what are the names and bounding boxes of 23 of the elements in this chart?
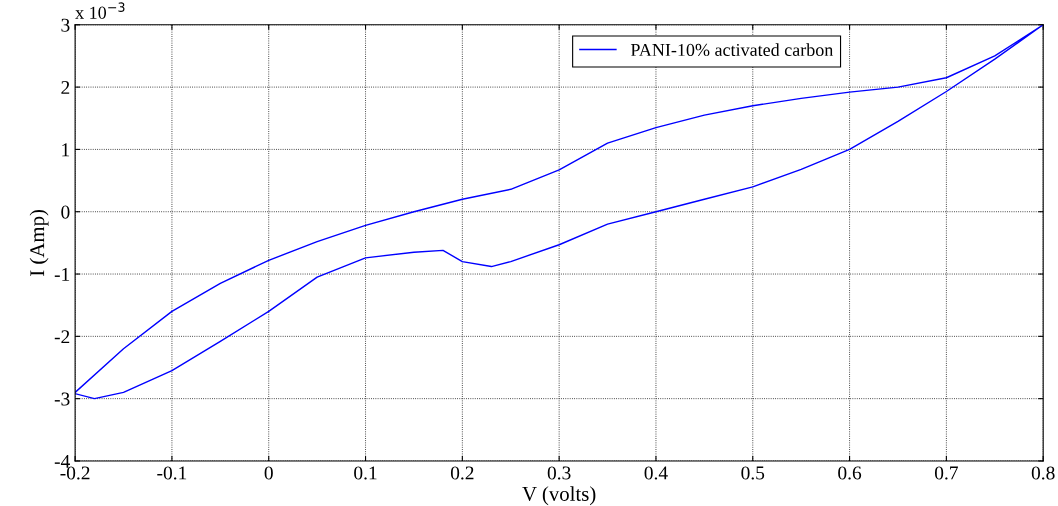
text: x 10$^{−3}$ — [75, 2, 125, 19]
x-tick-label: -0.1 — [157, 466, 187, 480]
y-tick-label: 0 — [61, 205, 70, 219]
y-tick-label: -3 — [54, 392, 70, 406]
x-tick-label: 0.6 — [838, 466, 862, 480]
legend-label: PANI-10% activated carbon — [630, 43, 834, 57]
y-tick-label: 1 — [62, 143, 70, 157]
y-tick-label: -2 — [54, 330, 70, 344]
y-tick-label: -1 — [54, 267, 70, 281]
x-tick-label: -0.2 — [60, 466, 90, 480]
x-tick-label: 0.3 — [547, 466, 571, 480]
x-tick-label: 0 — [264, 466, 273, 480]
y-tick-label: 3 — [61, 18, 70, 32]
x-tick-label: 0.4 — [644, 466, 668, 480]
x-tick-label: 0.1 — [354, 466, 377, 480]
x-tick-label: 0.8 — [1031, 466, 1055, 480]
y-tick-label: -4 — [54, 454, 70, 468]
x-tick-label: 0.7 — [934, 466, 958, 480]
y-tick-label: 2 — [61, 80, 70, 94]
y-axis-title: I (Amp) — [29, 209, 49, 276]
x-tick-label: 0.5 — [741, 466, 765, 480]
x-axis-title: V (volts) — [522, 486, 596, 506]
x-tick-label: 0.2 — [450, 466, 474, 480]
